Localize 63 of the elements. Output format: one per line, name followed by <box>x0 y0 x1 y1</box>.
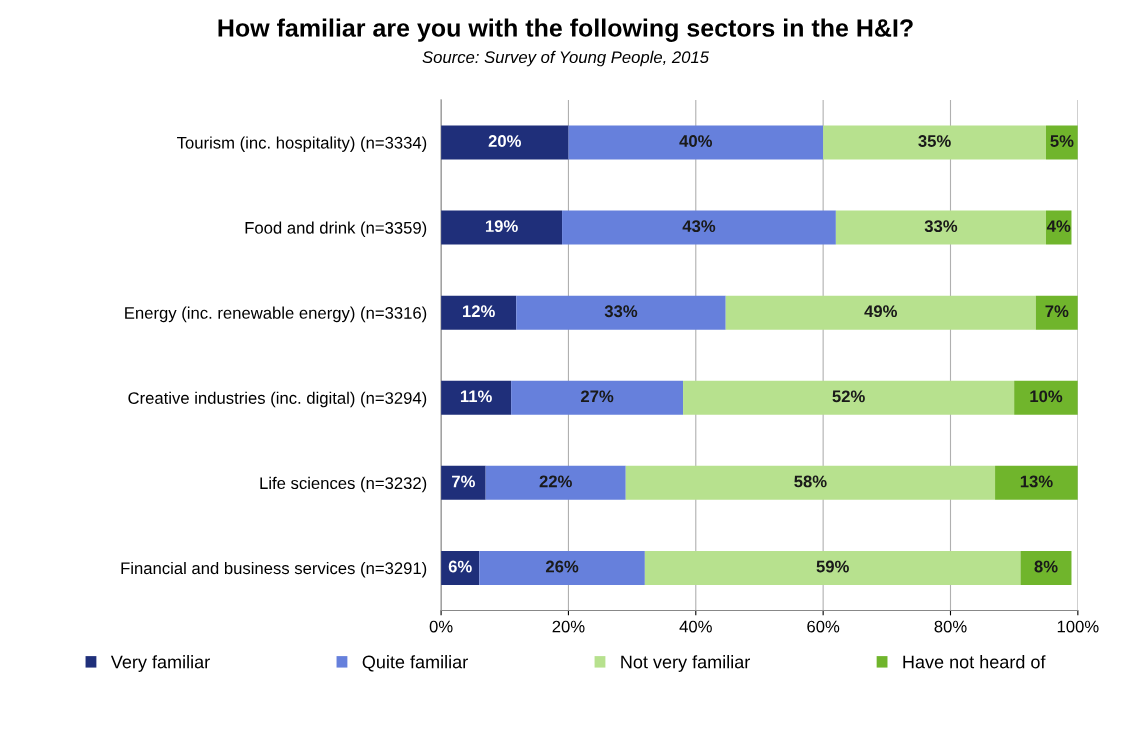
chart-title: How familiar are you with the following sectors in the H&I? <box>218 18 913 42</box>
y-tick-label: Financial and business services (n=3291) <box>121 561 427 578</box>
bar <box>625 465 996 500</box>
source-note: Source: Survey of Young People, 2015 <box>422 50 710 67</box>
data-label: 40% <box>679 135 713 147</box>
data-label: 19% <box>485 220 518 233</box>
data-label: 33% <box>924 220 958 233</box>
x-tick-label: 0% <box>429 620 453 633</box>
data-label: 8% <box>1034 560 1058 573</box>
bar <box>1035 295 1078 330</box>
bar <box>725 295 1036 330</box>
bar <box>835 210 1047 245</box>
bar <box>441 295 517 330</box>
data-label: 43% <box>682 220 716 233</box>
x-tick-label: 20% <box>552 620 585 633</box>
data-label: 59% <box>816 560 849 573</box>
x-tick-label: 60% <box>807 620 840 633</box>
bar <box>1020 550 1072 585</box>
x-tick-label: 100% <box>1057 620 1099 633</box>
data-label: 52% <box>832 390 865 403</box>
y-tick-label: Tourism (inc. hospitality) (n=3334) <box>177 136 427 152</box>
bar <box>516 295 726 330</box>
x-tick-label: 40% <box>679 620 712 633</box>
data-label: 12% <box>463 305 495 318</box>
data-label: 26% <box>545 560 579 573</box>
legend-label: Very familiar <box>110 655 210 672</box>
data-label: 33% <box>604 305 638 318</box>
y-tick-label: Food and drink (n=3359) <box>245 221 427 238</box>
data-label: 13% <box>1020 475 1053 488</box>
legend-label: Not very familiar <box>621 655 750 672</box>
legend-label: Have not heard of <box>903 655 1046 669</box>
data-label: 7% <box>1045 305 1069 318</box>
y-tick-label: Life sciences (n=3232) <box>260 476 427 493</box>
bar <box>479 550 645 585</box>
data-label: 22% <box>539 475 572 488</box>
data-label: 20% <box>488 135 522 147</box>
legend-label: Quite familiar <box>362 655 468 672</box>
data-label: 11% <box>460 390 492 403</box>
bar <box>441 210 563 245</box>
bar <box>511 380 684 415</box>
data-label: 4% <box>1046 220 1071 232</box>
bar <box>995 465 1078 500</box>
bar <box>441 465 486 500</box>
data-label: 35% <box>918 135 951 147</box>
bar <box>1014 380 1078 415</box>
bar <box>683 380 1015 415</box>
data-label: 10% <box>1030 390 1063 403</box>
bar <box>568 125 824 160</box>
data-label: 27% <box>580 390 614 403</box>
data-label: 49% <box>864 305 898 318</box>
data-label: 6% <box>448 560 472 573</box>
data-label: 58% <box>794 475 827 488</box>
y-tick-label: Energy (inc. renewable energy) (n=3316) <box>125 306 427 323</box>
y-tick-label: Creative industries (inc. digital) (n=3294) <box>128 391 427 408</box>
data-label: 5% <box>1050 135 1074 147</box>
bar <box>441 380 512 415</box>
data-label: 7% <box>452 475 475 488</box>
bar <box>441 125 569 160</box>
x-tick-label: 80% <box>934 620 967 633</box>
bar <box>485 465 626 500</box>
bar <box>823 125 1047 160</box>
bar <box>562 210 836 245</box>
bar <box>644 550 1021 585</box>
